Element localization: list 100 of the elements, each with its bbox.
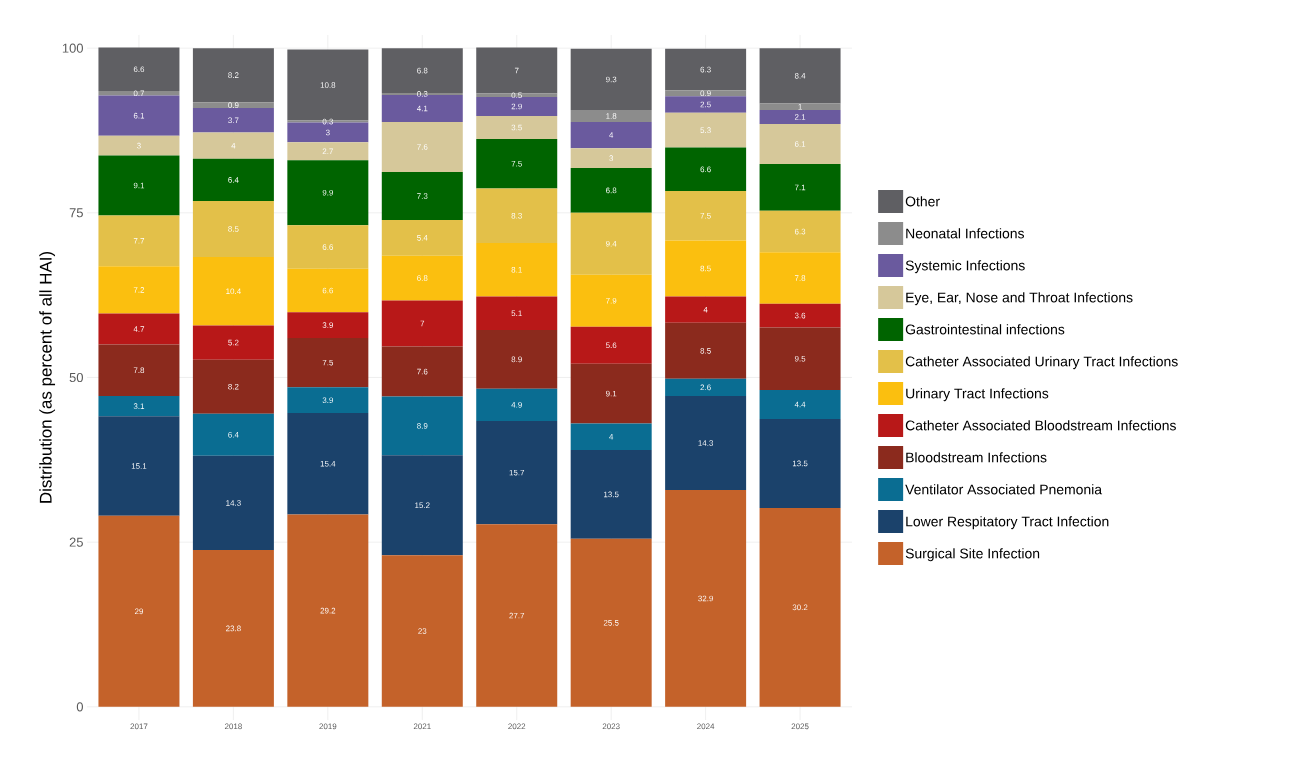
bar [759, 252, 841, 304]
bar [381, 220, 463, 256]
bar [192, 413, 274, 456]
y-tick-label: 0 [76, 702, 83, 712]
bar [759, 110, 841, 124]
bar [759, 48, 841, 104]
bar [570, 538, 652, 707]
bar [759, 303, 841, 328]
bar [287, 312, 369, 338]
bar [98, 266, 180, 314]
bar [98, 395, 180, 417]
bar [665, 490, 747, 707]
bar [476, 93, 558, 97]
bar [287, 514, 369, 707]
bar [476, 420, 558, 525]
bar [287, 413, 369, 515]
bar [381, 48, 463, 93]
bar [665, 96, 747, 113]
bar [570, 274, 652, 327]
bar [287, 225, 369, 269]
bar [759, 123, 841, 165]
bar [570, 449, 652, 539]
legend-label: Bloodstream Infections [906, 452, 1047, 463]
bar [665, 147, 747, 192]
bar [476, 296, 558, 331]
bar [570, 212, 652, 275]
bar [476, 139, 558, 189]
legend-label: Ventilator Associated Pnemonia [905, 484, 1103, 495]
bar [665, 378, 747, 396]
y-tick-label: 50 [69, 372, 83, 383]
bar [759, 507, 841, 707]
bar [476, 116, 558, 140]
legend-label: Catheter Associated Urinary Tract Infections [905, 356, 1178, 370]
bar [570, 168, 652, 213]
bar [665, 191, 747, 241]
bar [570, 148, 652, 169]
bar [192, 455, 274, 551]
bar [381, 121, 463, 172]
bar [381, 300, 463, 347]
bar [381, 396, 463, 456]
legend-label: Other [905, 196, 940, 207]
legend-label: Catheter Associated Bloodstream Infections [905, 420, 1176, 431]
bar [192, 325, 274, 360]
legend-label: Surgical Site Infection [905, 548, 1040, 562]
bar [192, 550, 274, 707]
bar [570, 326, 652, 364]
bar [759, 327, 841, 390]
bar [665, 240, 747, 297]
bar [192, 108, 274, 133]
bar [287, 142, 369, 161]
bar [98, 155, 180, 216]
bar [665, 296, 747, 323]
y-tick-label: 25 [69, 537, 83, 547]
y-tick-label: 100 [62, 43, 83, 53]
bar [476, 96, 558, 116]
bar [192, 132, 274, 159]
bar [570, 121, 652, 149]
bar [192, 200, 274, 257]
legend-label: Gastrointestinal infections [905, 324, 1065, 335]
bar [759, 390, 841, 419]
bar [759, 418, 841, 508]
bar [98, 416, 180, 516]
bar [287, 387, 369, 414]
bar [665, 90, 747, 97]
bar [98, 47, 180, 91]
bar [570, 48, 652, 111]
bar [665, 395, 747, 491]
bar [98, 344, 180, 396]
legend-label: Urinary Tract Infections [906, 388, 1049, 402]
bar [381, 346, 463, 397]
bar [570, 110, 652, 122]
bar [381, 555, 463, 707]
bar [287, 268, 369, 313]
y-tick-label: 75 [69, 208, 83, 218]
bar [98, 90, 180, 96]
bar [98, 215, 180, 267]
bar [665, 322, 747, 379]
bar [476, 188, 558, 244]
bar [381, 255, 463, 301]
bar [192, 48, 274, 103]
bar [192, 256, 274, 326]
bar [476, 524, 558, 707]
bar [476, 330, 558, 389]
bar [570, 423, 652, 450]
legend-label: Eye, Ear, Nose and Throat Infections [906, 292, 1133, 306]
bar [381, 455, 463, 556]
bar [98, 135, 180, 156]
bar [98, 313, 180, 345]
bar [759, 210, 841, 253]
y-axis-title: Distribution (as percent of all HAI) [39, 251, 56, 503]
bar [287, 337, 369, 388]
bar [192, 102, 274, 109]
bar [192, 158, 274, 201]
bar [476, 388, 558, 421]
bar [665, 112, 747, 148]
legend-label: Lower Respitatory Tract Infection [906, 516, 1109, 530]
legend-label: Systemic Infections [905, 260, 1025, 274]
bar [98, 95, 180, 136]
bar [381, 171, 463, 221]
bar [476, 243, 558, 297]
